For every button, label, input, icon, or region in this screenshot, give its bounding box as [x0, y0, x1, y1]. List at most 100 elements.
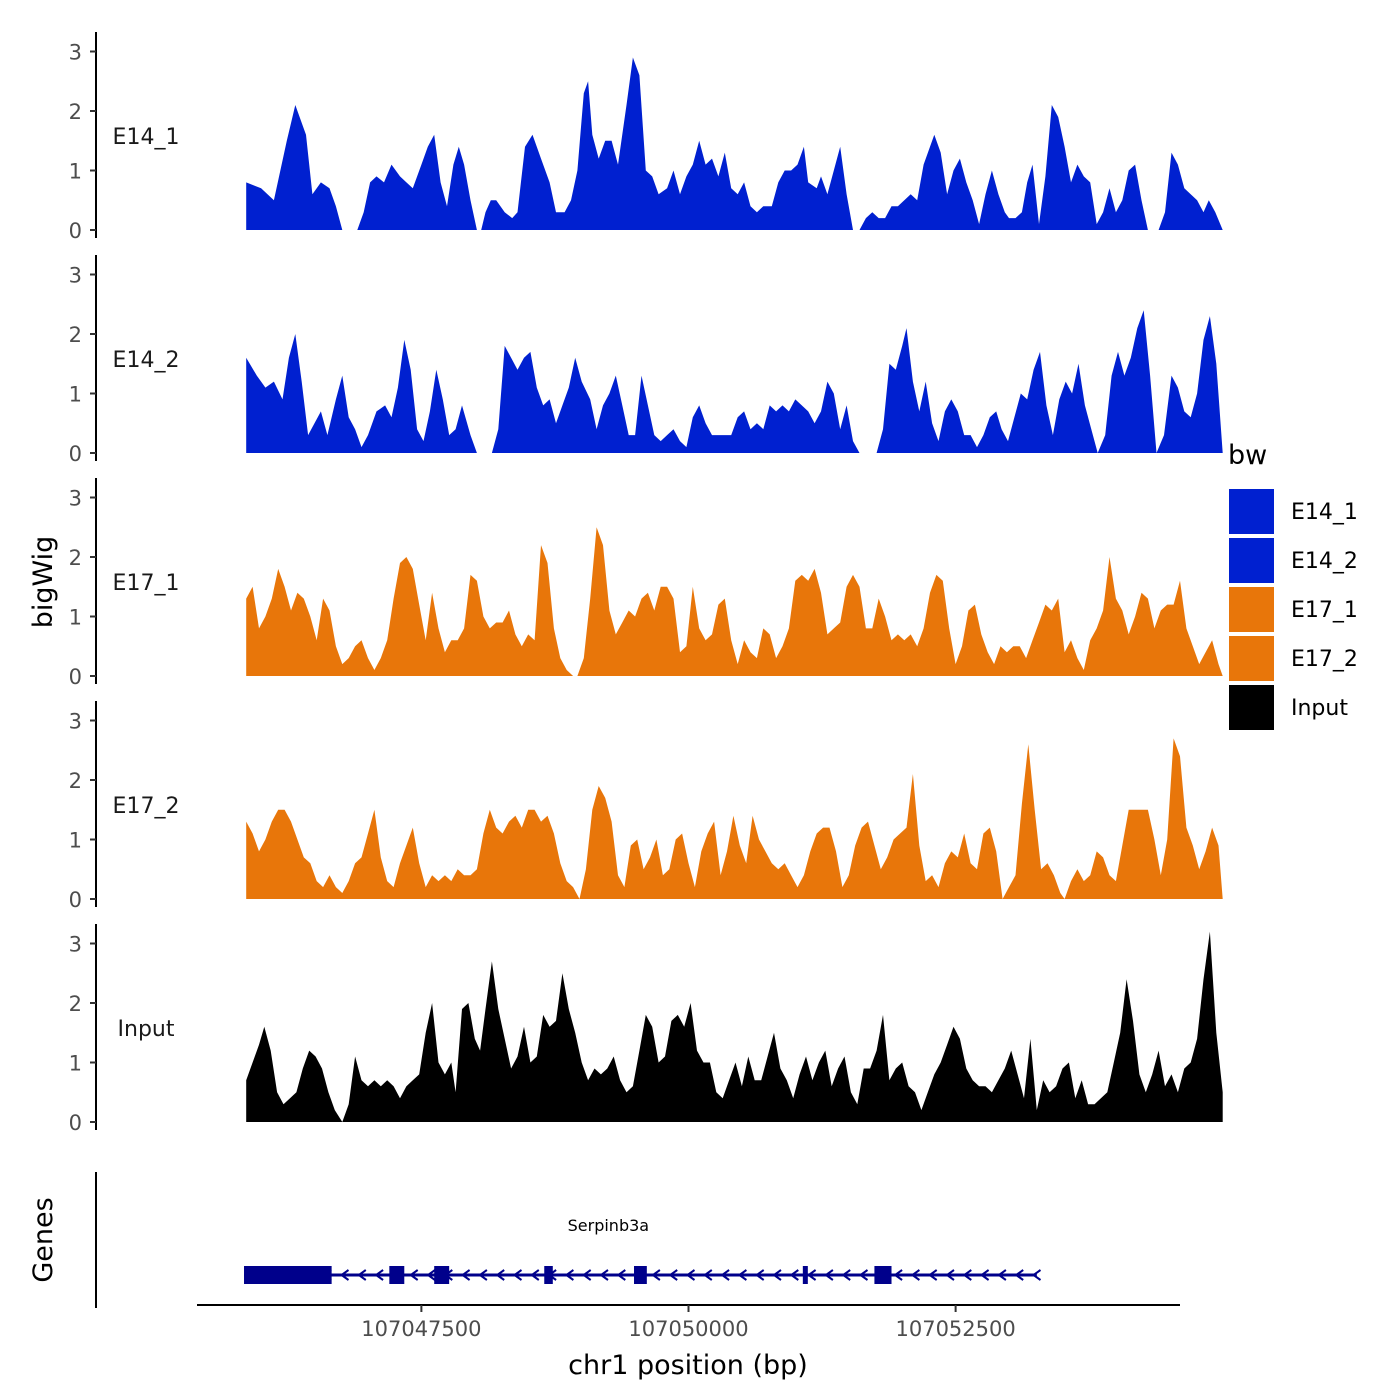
y-tick-label: 3	[69, 264, 82, 288]
track-label: E14_1	[113, 125, 180, 150]
x-tick-label: 107052500	[895, 1317, 1015, 1341]
strand-arrow	[564, 1269, 574, 1281]
legend-label: Input	[1291, 696, 1348, 721]
strand-arrow	[979, 1269, 990, 1281]
track-input: 0 1 2 3 Input	[69, 924, 1223, 1135]
strand-arrow	[685, 1269, 696, 1281]
strand-arrow	[651, 1269, 661, 1281]
gene-layer: Serpinb3a	[244, 1216, 1042, 1284]
strand-arrow	[824, 1269, 834, 1281]
strand-arrow	[927, 1269, 938, 1281]
legend-swatch	[1229, 538, 1274, 583]
legend: bw E14_1 E14_2 E17_1 E17_2 Input	[1228, 440, 1358, 730]
strand-arrow	[789, 1269, 799, 1281]
y-tick-label: 1	[69, 1052, 82, 1076]
strand-arrow	[581, 1269, 592, 1281]
strand-arrow	[703, 1269, 713, 1281]
strand-arrow	[616, 1269, 626, 1281]
y-tick-label: 2	[69, 323, 82, 347]
strand-arrow	[893, 1269, 903, 1281]
x-tick-label: 107050000	[628, 1317, 748, 1341]
gene-exon	[874, 1266, 892, 1284]
strand-arrow	[460, 1269, 471, 1281]
gene-exon	[802, 1266, 808, 1284]
y-tick-label: 1	[69, 160, 82, 184]
track-e17-1: 0 1 2 3 E17_1	[69, 478, 1223, 689]
strand-arrow	[858, 1269, 869, 1281]
y-tick-label: 2	[69, 100, 82, 124]
y-tick-label: 2	[69, 546, 82, 570]
legend-swatch	[1229, 587, 1274, 632]
y-tick-label: 3	[69, 41, 82, 65]
strand-arrow	[426, 1269, 436, 1281]
strand-arrow	[530, 1269, 540, 1281]
legend-swatch	[1229, 489, 1274, 534]
legend-swatch	[1229, 685, 1274, 730]
strand-arrow	[1031, 1269, 1042, 1281]
y-tick-label: 0	[69, 1111, 82, 1135]
strand-arrow	[910, 1269, 920, 1281]
strand-arrow	[374, 1269, 384, 1281]
y-tick-label: 0	[69, 219, 82, 243]
strand-arrow	[772, 1269, 782, 1281]
gene-name: Serpinb3a	[568, 1216, 649, 1235]
strand-arrow	[1014, 1269, 1024, 1281]
y-tick-label: 3	[69, 710, 82, 734]
track-e14-1: 0 1 2 3 E14_1	[69, 32, 1223, 243]
strand-arrow	[495, 1269, 505, 1281]
y-tick-label: 2	[69, 769, 82, 793]
strand-arrow	[945, 1269, 955, 1281]
gene-exon	[544, 1266, 553, 1284]
track-e17-2: 0 1 2 3 E17_2	[69, 701, 1223, 912]
x-ticks-layer: 107047500 107050000 107052500	[361, 1305, 1016, 1341]
strand-arrow	[737, 1269, 747, 1281]
genes-panel-title: Genes	[28, 1197, 59, 1282]
y-tick-label: 1	[69, 383, 82, 407]
gene-exon	[389, 1266, 405, 1284]
legend-label: E14_1	[1291, 500, 1358, 525]
strand-arrow	[720, 1269, 730, 1281]
y-tick-label: 3	[69, 933, 82, 957]
y-tick-label: 2	[69, 992, 82, 1016]
y-tick-label: 1	[69, 829, 82, 853]
tracks-layer: 0 1 2 3 E14_1 0 1 2 3 E14_2 0 1 2 3 E17_1 0 1 2 3 E17_2 0 1 2 3…	[69, 32, 1223, 1135]
strand-arrow	[806, 1269, 817, 1281]
legend-label: E17_1	[1291, 598, 1358, 623]
strand-arrow	[512, 1269, 523, 1281]
x-axis-title: chr1 position (bp)	[568, 1350, 808, 1381]
strand-arrows	[253, 1269, 1042, 1281]
gene-exon	[634, 1266, 647, 1284]
y-tick-label: 0	[69, 665, 82, 689]
legend-title: bw	[1228, 440, 1267, 471]
area-series	[246, 310, 1223, 453]
strand-arrow	[754, 1269, 765, 1281]
strand-arrow	[599, 1269, 609, 1281]
x-tick-label: 107047500	[361, 1317, 481, 1341]
track-label: E17_2	[113, 794, 180, 819]
strand-arrow	[841, 1269, 851, 1281]
y-tick-label: 1	[69, 606, 82, 630]
strand-arrow	[962, 1269, 972, 1281]
track-label: Input	[118, 1017, 175, 1042]
strand-arrow	[478, 1269, 488, 1281]
y-tick-label: 3	[69, 487, 82, 511]
legend-label: E17_2	[1291, 647, 1358, 672]
y-tick-label: 0	[69, 442, 82, 466]
strand-arrow	[339, 1269, 350, 1281]
gene-exon	[434, 1266, 450, 1284]
legend-swatch	[1229, 636, 1274, 681]
area-series	[246, 931, 1223, 1122]
track-label: E14_2	[113, 348, 180, 373]
strand-arrow	[668, 1269, 678, 1281]
area-series	[246, 527, 1223, 676]
track-label: E17_1	[113, 571, 180, 596]
area-series	[246, 738, 1223, 899]
strand-arrow	[997, 1269, 1007, 1281]
area-series	[246, 57, 1223, 230]
strand-arrow	[357, 1269, 367, 1281]
track-e14-2: 0 1 2 3 E14_2	[69, 255, 1223, 466]
strand-arrow	[408, 1269, 419, 1281]
gene-exon	[244, 1266, 332, 1284]
y-tick-label: 0	[69, 888, 82, 912]
